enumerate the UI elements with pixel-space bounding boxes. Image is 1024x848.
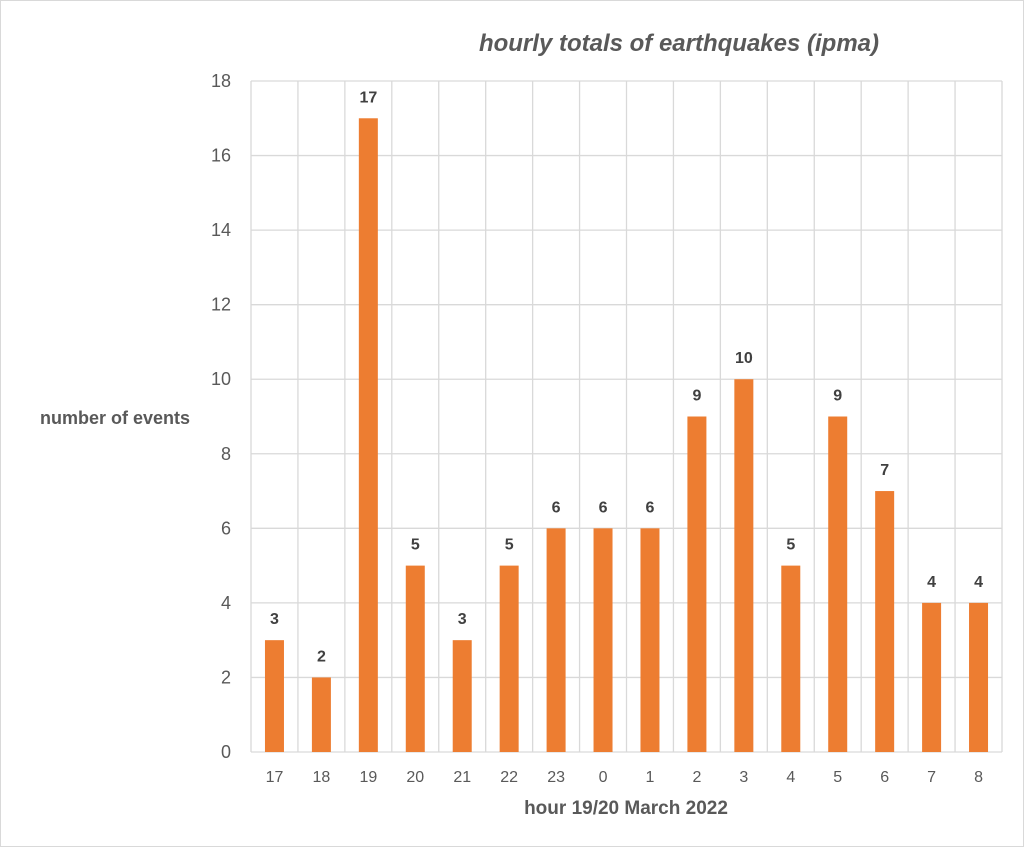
x-tick-label-2: 2	[692, 769, 701, 786]
x-tick-label-4: 4	[786, 769, 795, 786]
x-tick-label-17: 17	[266, 769, 284, 786]
bar-3	[734, 379, 754, 752]
bar-6	[875, 491, 895, 752]
x-tick-label-1: 1	[646, 769, 655, 786]
data-label-4: 5	[786, 537, 795, 554]
x-axis-label: hour 19/20 March 2022	[524, 798, 728, 819]
x-tick-label-7: 7	[927, 769, 936, 786]
bar-22	[499, 565, 519, 752]
y-tick-label: 14	[211, 220, 231, 240]
x-tick-label-6: 6	[880, 769, 889, 786]
y-tick-label: 2	[221, 667, 231, 687]
data-label-18: 2	[317, 648, 326, 665]
data-label-22: 5	[505, 537, 514, 554]
bar-23	[546, 528, 566, 752]
x-tick-label-18: 18	[313, 769, 331, 786]
data-label-0: 6	[599, 499, 608, 516]
bar-5	[828, 416, 848, 752]
y-tick-label: 16	[211, 146, 231, 166]
x-tick-label-3: 3	[739, 769, 748, 786]
x-tick-label-21: 21	[453, 769, 471, 786]
bar-18	[311, 677, 331, 752]
y-tick-label: 0	[221, 742, 231, 762]
x-tick-label-5: 5	[833, 769, 842, 786]
bar-21	[452, 640, 472, 752]
data-label-2: 9	[692, 388, 701, 405]
y-tick-label: 6	[221, 518, 231, 538]
data-label-3: 10	[735, 350, 753, 367]
data-label-20: 5	[411, 537, 420, 554]
x-tick-label-23: 23	[547, 769, 565, 786]
bar-7	[922, 602, 942, 752]
y-axis-label: number of events	[40, 408, 190, 428]
y-axis-ticks: 0 2 4 6 8 10 12 14 16 18	[211, 71, 231, 762]
bar-8	[969, 602, 989, 752]
bar-2	[687, 416, 707, 752]
y-tick-label: 4	[221, 593, 231, 613]
chart-title: hourly totals of earthquakes (ipma)	[479, 30, 879, 57]
y-tick-label: 18	[211, 71, 231, 91]
data-label-1: 6	[646, 499, 655, 516]
x-tick-label-0: 0	[599, 769, 608, 786]
y-tick-label: 10	[211, 369, 231, 389]
x-tick-label-20: 20	[406, 769, 424, 786]
bar-20	[405, 565, 425, 752]
data-label-7: 4	[927, 574, 936, 591]
data-label-8: 4	[974, 574, 983, 591]
y-tick-label: 12	[211, 295, 231, 315]
x-axis-ticks: 17 18 19 20 21 22 23 0 1 2 3 4 5 6 7 8	[266, 769, 984, 786]
x-tick-label-8: 8	[974, 769, 983, 786]
bar-19	[358, 118, 378, 753]
bar-1	[640, 528, 660, 752]
data-label-21: 3	[458, 611, 467, 628]
bar-17	[264, 640, 284, 752]
data-label-19: 17	[359, 89, 377, 106]
bar-0	[593, 528, 613, 752]
x-tick-label-22: 22	[500, 769, 518, 786]
y-tick-label: 8	[221, 444, 231, 464]
x-tick-label-19: 19	[359, 769, 377, 786]
data-label-5: 9	[833, 388, 842, 405]
data-label-23: 6	[552, 499, 561, 516]
bar-4	[781, 565, 801, 752]
bars	[264, 118, 989, 753]
data-labels: 3 2 17 5 3 5 6 6 6 9 10 5 9 7 4 4	[270, 89, 983, 665]
data-label-17: 3	[270, 611, 279, 628]
data-label-6: 7	[880, 462, 889, 479]
